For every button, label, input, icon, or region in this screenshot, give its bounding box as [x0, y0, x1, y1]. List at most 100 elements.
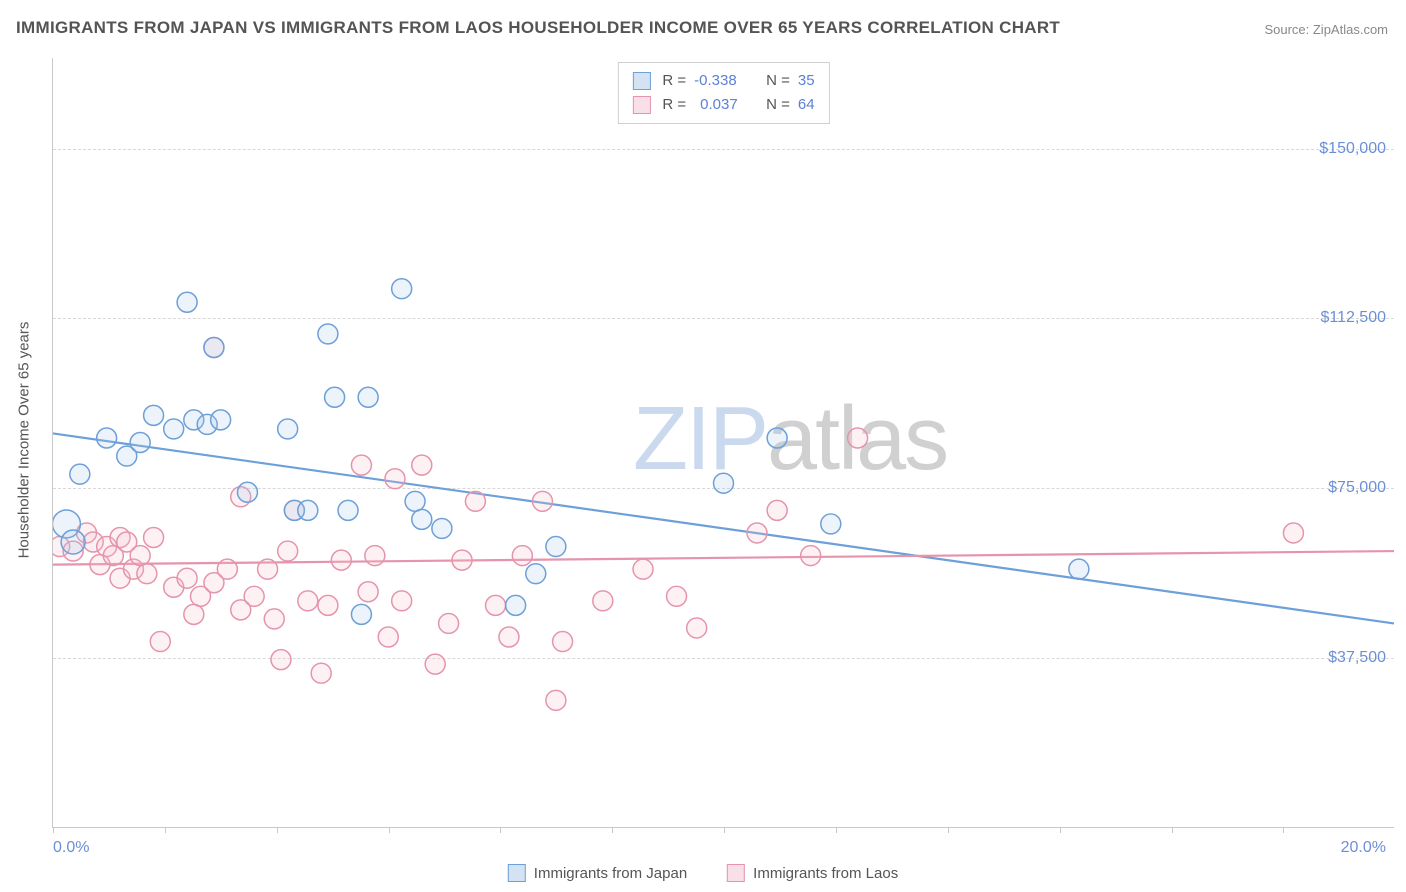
x-tick — [1283, 827, 1284, 833]
data-point — [278, 541, 298, 561]
data-point — [184, 604, 204, 624]
x-axis-max-label: 20.0% — [1341, 839, 1386, 857]
x-tick — [724, 827, 725, 833]
data-point — [97, 428, 117, 448]
data-point — [298, 591, 318, 611]
data-point — [486, 595, 506, 615]
data-point — [150, 632, 170, 652]
x-axis-min-label: 0.0% — [53, 839, 89, 857]
data-point — [667, 586, 687, 606]
data-point — [217, 559, 237, 579]
data-point — [358, 387, 378, 407]
legend-swatch-laos-bottom — [727, 864, 745, 882]
data-point — [271, 650, 291, 670]
data-point — [412, 509, 432, 529]
data-point — [351, 604, 371, 624]
data-point — [211, 410, 231, 430]
data-point — [378, 627, 398, 647]
data-point — [244, 586, 264, 606]
data-point — [130, 546, 150, 566]
chart-plot-area: R = -0.338 N = 35 R = 0.037 N = 64 ZIPat… — [52, 58, 1394, 828]
data-point — [767, 428, 787, 448]
x-tick — [165, 827, 166, 833]
data-point — [687, 618, 707, 638]
r-value-japan: -0.338 — [694, 69, 746, 93]
legend-label-laos: Immigrants from Laos — [753, 865, 898, 882]
chart-title: IMMIGRANTS FROM JAPAN VS IMMIGRANTS FROM… — [16, 18, 1060, 38]
x-tick — [1060, 827, 1061, 833]
r-label: R = — [662, 93, 686, 117]
data-point — [465, 491, 485, 511]
legend-swatch-japan-bottom — [508, 864, 526, 882]
data-point — [392, 591, 412, 611]
legend-row-laos: R = 0.037 N = 64 — [632, 93, 814, 117]
data-point — [532, 491, 552, 511]
n-value-japan: 35 — [798, 69, 815, 93]
data-point — [526, 564, 546, 584]
legend-swatch-japan — [632, 72, 650, 90]
data-point — [546, 690, 566, 710]
data-point — [506, 595, 526, 615]
data-point — [325, 387, 345, 407]
data-point — [405, 491, 425, 511]
data-point — [137, 564, 157, 584]
data-point — [553, 632, 573, 652]
data-point — [512, 546, 532, 566]
r-value-laos: 0.037 — [694, 93, 746, 117]
x-tick — [53, 827, 54, 833]
legend-row-japan: R = -0.338 N = 35 — [632, 69, 814, 93]
x-tick — [612, 827, 613, 833]
correlation-legend: R = -0.338 N = 35 R = 0.037 N = 64 — [617, 62, 829, 124]
scatter-svg — [53, 58, 1394, 827]
data-point — [278, 419, 298, 439]
data-point — [177, 292, 197, 312]
data-point — [546, 537, 566, 557]
x-tick — [948, 827, 949, 833]
data-point — [237, 482, 257, 502]
data-point — [848, 428, 868, 448]
r-label: R = — [662, 69, 686, 93]
data-point — [1069, 559, 1089, 579]
data-point — [432, 518, 452, 538]
x-tick — [389, 827, 390, 833]
data-point — [425, 654, 445, 674]
data-point — [633, 559, 653, 579]
n-label: N = — [766, 93, 790, 117]
data-point — [144, 405, 164, 425]
data-point — [385, 469, 405, 489]
data-point — [714, 473, 734, 493]
data-point — [821, 514, 841, 534]
data-point — [412, 455, 432, 475]
data-point — [318, 324, 338, 344]
x-tick — [836, 827, 837, 833]
data-point — [144, 528, 164, 548]
data-point — [70, 464, 90, 484]
data-point — [204, 338, 224, 358]
x-tick — [500, 827, 501, 833]
data-point — [365, 546, 385, 566]
data-point — [264, 609, 284, 629]
data-point — [177, 568, 197, 588]
data-point — [801, 546, 821, 566]
data-point — [338, 500, 358, 520]
n-value-laos: 64 — [798, 93, 815, 117]
y-axis-title: Householder Income Over 65 years — [16, 322, 33, 559]
data-point — [358, 582, 378, 602]
data-point — [298, 500, 318, 520]
data-point — [392, 279, 412, 299]
data-point — [61, 530, 85, 554]
legend-item-japan: Immigrants from Japan — [508, 864, 687, 882]
data-point — [499, 627, 519, 647]
data-point — [311, 663, 331, 683]
data-point — [1283, 523, 1303, 543]
data-point — [164, 419, 184, 439]
data-point — [593, 591, 613, 611]
x-tick — [277, 827, 278, 833]
data-point — [767, 500, 787, 520]
legend-item-laos: Immigrants from Laos — [727, 864, 898, 882]
data-point — [130, 433, 150, 453]
data-point — [331, 550, 351, 570]
trend-line — [53, 551, 1394, 565]
x-tick — [1172, 827, 1173, 833]
data-point — [452, 550, 472, 570]
